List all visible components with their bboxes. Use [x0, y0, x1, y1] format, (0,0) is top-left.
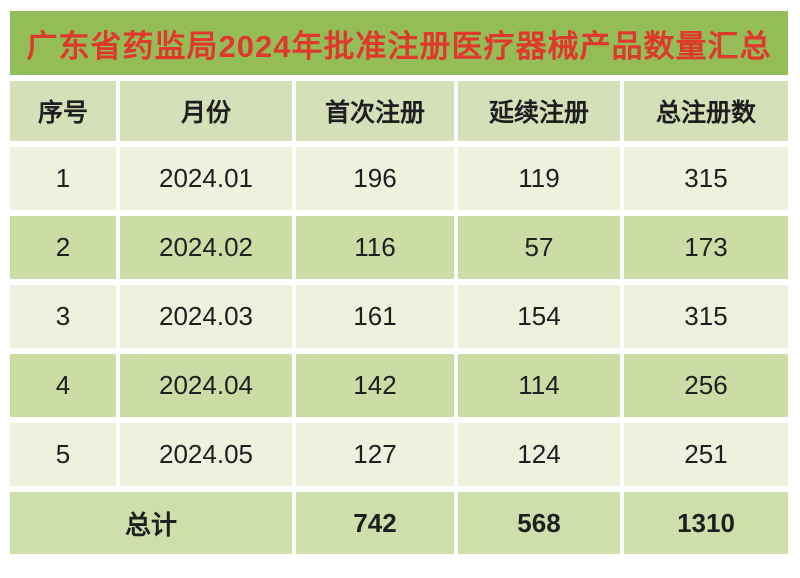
cell-row2-month: 2024.02 — [120, 216, 292, 279]
cell-row5-month: 2024.05 — [120, 423, 292, 486]
header-serial-number: 序号 — [10, 81, 116, 141]
cell-row5-first: 127 — [296, 423, 454, 486]
cell-row4-first: 142 — [296, 354, 454, 417]
cell-row1-month: 2024.01 — [120, 147, 292, 210]
cell-row5-serial: 5 — [10, 423, 116, 486]
cell-row1-renewal: 119 — [458, 147, 620, 210]
cell-row3-serial: 3 — [10, 285, 116, 348]
total-total-registrations: 1310 — [624, 492, 788, 554]
total-first-registration: 742 — [296, 492, 454, 554]
cell-row3-total: 315 — [624, 285, 788, 348]
table-title: 广东省药监局2024年批准注册医疗器械产品数量汇总 — [26, 28, 772, 64]
cell-row4-month: 2024.04 — [120, 354, 292, 417]
cell-row4-renewal: 114 — [458, 354, 620, 417]
cell-row2-first: 116 — [296, 216, 454, 279]
cell-row2-renewal: 57 — [458, 216, 620, 279]
cell-row3-first: 161 — [296, 285, 454, 348]
header-renewal-registration: 延续注册 — [458, 81, 620, 141]
cell-row5-total: 251 — [624, 423, 788, 486]
cell-row3-renewal: 154 — [458, 285, 620, 348]
table-title-bar: 广东省药监局2024年批准注册医疗器械产品数量汇总 — [10, 11, 788, 75]
cell-row5-renewal: 124 — [458, 423, 620, 486]
cell-row1-first: 196 — [296, 147, 454, 210]
cell-row3-month: 2024.03 — [120, 285, 292, 348]
cell-row2-serial: 2 — [10, 216, 116, 279]
cell-row4-serial: 4 — [10, 354, 116, 417]
cell-row1-total: 315 — [624, 147, 788, 210]
total-row-label: 总计 — [10, 492, 292, 554]
header-first-registration: 首次注册 — [296, 81, 454, 141]
cell-row4-total: 256 — [624, 354, 788, 417]
cell-row1-serial: 1 — [10, 147, 116, 210]
total-renewal-registration: 568 — [458, 492, 620, 554]
cell-row2-total: 173 — [624, 216, 788, 279]
registration-summary-table: 广东省药监局2024年批准注册医疗器械产品数量汇总 序号 月份 首次注册 延续注… — [10, 11, 788, 554]
header-total-registrations: 总注册数 — [624, 81, 788, 141]
header-month: 月份 — [120, 81, 292, 141]
